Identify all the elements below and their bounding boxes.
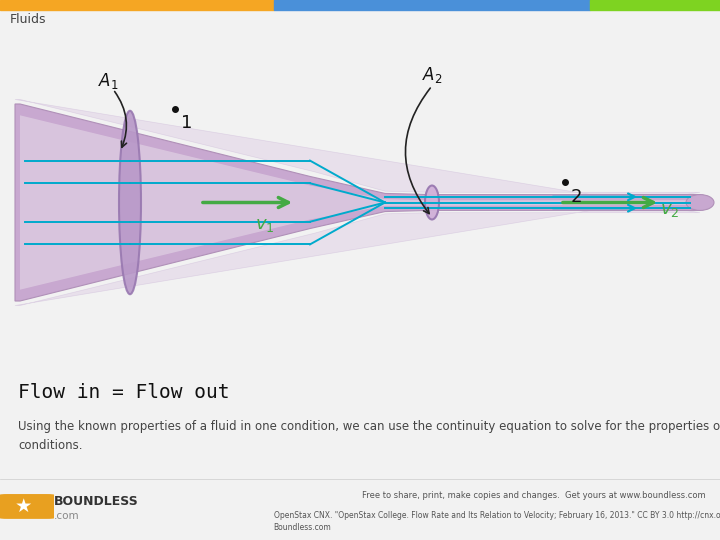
Text: $\mathit{v}_2$: $\mathit{v}_2$ [660,201,680,219]
Text: .com: .com [54,511,80,522]
Text: $\mathit{A}_2$: $\mathit{A}_2$ [422,65,442,85]
Text: Flow in = Flow out: Flow in = Flow out [18,383,230,402]
Polygon shape [20,116,700,289]
Bar [274,0,590,10]
Polygon shape [15,104,700,301]
Ellipse shape [119,111,141,294]
Text: Fluids: Fluids [9,13,46,26]
Text: BOUNDLESS: BOUNDLESS [54,495,139,508]
Bar [590,0,720,10]
Text: ★: ★ [15,497,32,516]
Text: Using the known properties of a fluid in one condition, we can use the continuit: Using the known properties of a fluid in… [18,420,720,452]
Text: $\mathit{A}_1$: $\mathit{A}_1$ [98,71,118,91]
Ellipse shape [425,186,439,219]
Text: Free to share, print, make copies and changes.  Get yours at www.boundless.com: Free to share, print, make copies and ch… [362,491,706,500]
Text: $\mathit{v}_1$: $\mathit{v}_1$ [255,216,274,234]
Text: 1: 1 [181,114,192,132]
Bar [0,0,274,10]
FancyBboxPatch shape [0,494,54,519]
Ellipse shape [686,194,714,211]
Text: OpenStax CNX. "OpenStax College. Flow Rate and Its Relation to Velocity; Februar: OpenStax CNX. "OpenStax College. Flow Ra… [274,511,720,532]
Polygon shape [15,99,700,306]
Text: 2: 2 [571,188,582,206]
